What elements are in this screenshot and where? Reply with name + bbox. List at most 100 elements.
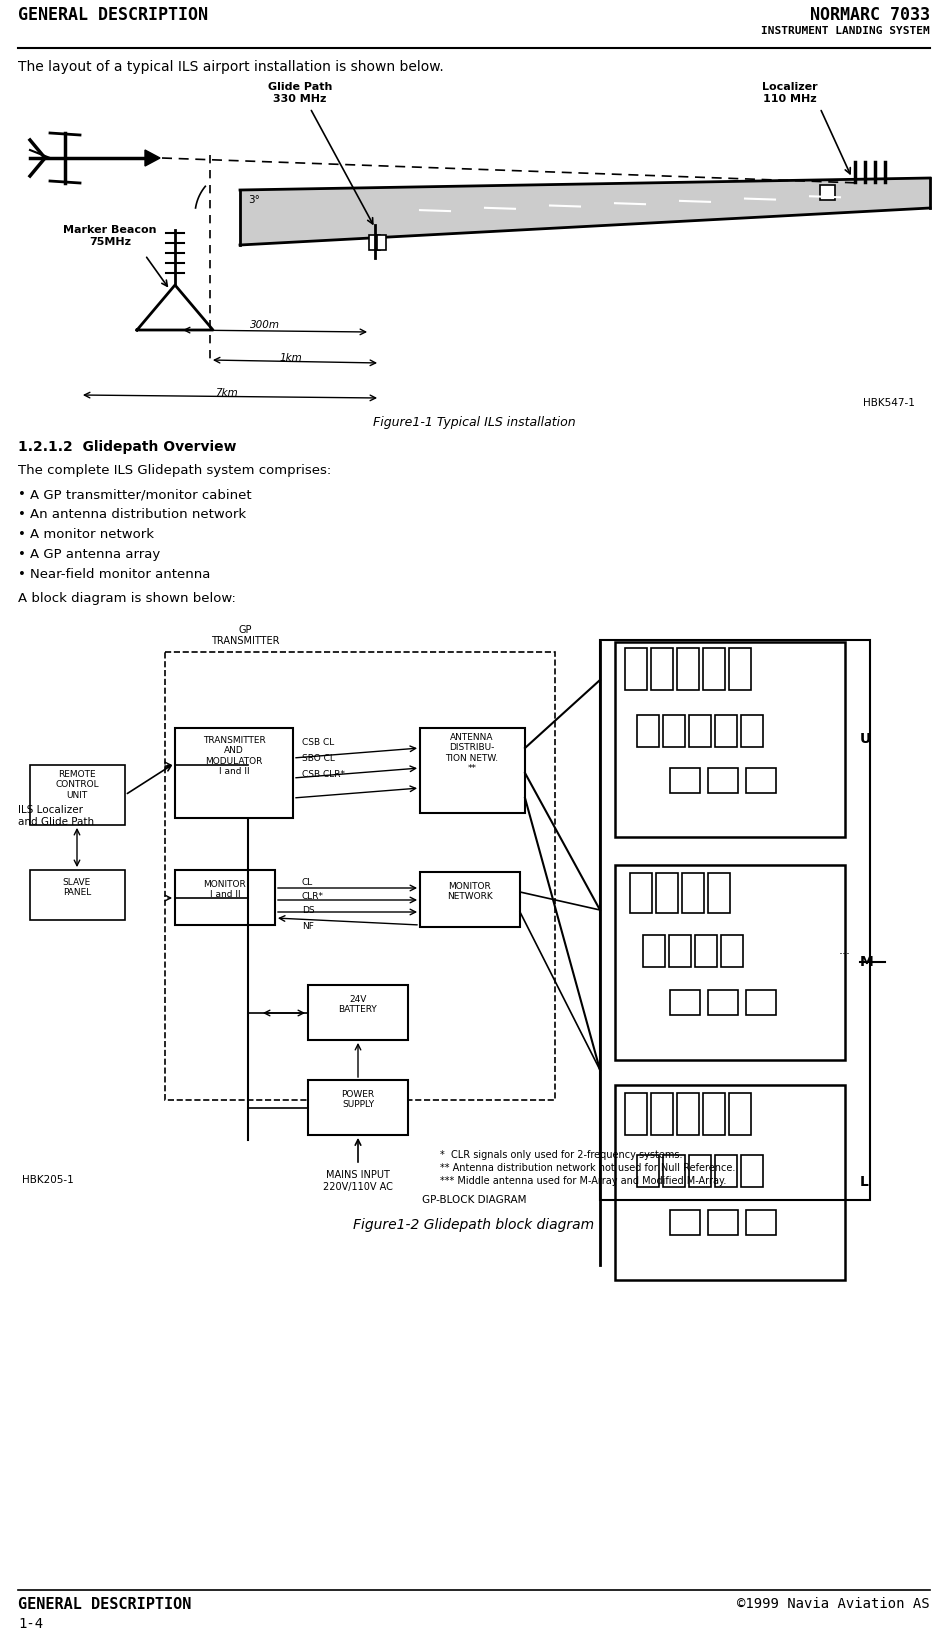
Text: 24V
BATTERY: 24V BATTERY [338,996,377,1015]
Text: ANTENNA
DISTRIBU-
TION NETW.
**: ANTENNA DISTRIBU- TION NETW. ** [446,733,499,774]
Bar [746,991,776,1015]
Text: HBK205-1: HBK205-1 [22,1175,74,1185]
Bar [677,648,699,690]
Text: Figure1-1 Typical ILS installation: Figure1-1 Typical ILS installation [373,416,575,429]
Text: ...: ... [839,943,851,956]
Text: U: U [860,733,871,746]
Bar [651,648,673,690]
Text: M: M [860,955,874,969]
Text: ** Antenna distribution network not used for Null Reference.: ** Antenna distribution network not used… [440,1164,736,1173]
Bar [420,871,520,927]
Bar [615,865,845,1061]
Text: GENERAL DESCRIPTION: GENERAL DESCRIPTION [18,1598,191,1612]
Bar [689,715,711,747]
Bar [643,935,665,968]
Bar [615,641,845,837]
Bar [369,235,380,250]
Text: The layout of a typical ILS airport installation is shown below.: The layout of a typical ILS airport inst… [18,60,444,73]
Text: •: • [18,488,26,501]
Text: TRANSMITTER: TRANSMITTER [210,636,280,646]
Bar [600,640,870,1200]
Text: CLR*: CLR* [302,893,324,901]
Bar [670,1209,700,1235]
Bar [637,715,659,747]
Text: GP-BLOCK DIAGRAM: GP-BLOCK DIAGRAM [422,1195,526,1204]
Text: SLAVE
PANEL: SLAVE PANEL [63,878,91,898]
Bar [721,935,743,968]
Text: Glide Path
330 MHz: Glide Path 330 MHz [268,82,332,103]
Text: 1.2.1.2  Glidepath Overview: 1.2.1.2 Glidepath Overview [18,441,236,454]
Bar [420,728,525,813]
Text: Localizer
110 MHz: Localizer 110 MHz [762,82,818,103]
Text: ©1999 Navia Aviation AS: ©1999 Navia Aviation AS [738,1598,930,1611]
Bar [663,715,685,747]
Text: 1-4: 1-4 [18,1617,43,1630]
Text: NORMARC 7033: NORMARC 7033 [810,7,930,24]
Text: 7km: 7km [215,388,238,398]
Text: ILS Localizer
and Glide Path: ILS Localizer and Glide Path [18,805,94,826]
Bar [708,873,730,912]
Text: CSB CL: CSB CL [302,738,335,747]
Bar [677,1093,699,1134]
Bar [625,648,647,690]
Bar [695,935,717,968]
Bar [30,765,125,826]
Text: GENERAL DESCRIPTION: GENERAL DESCRIPTION [18,7,208,24]
Bar [708,991,738,1015]
Bar [708,1209,738,1235]
Text: MONITOR
I and II: MONITOR I and II [204,880,246,899]
Text: 300m: 300m [250,320,280,330]
Bar [637,1155,659,1186]
Bar [729,1093,751,1134]
Bar [308,986,408,1040]
Text: L: L [860,1175,869,1190]
Bar [670,769,700,793]
Text: CSB CLR*: CSB CLR* [302,770,345,778]
Bar [703,1093,725,1134]
Bar [746,769,776,793]
Bar [708,769,738,793]
Text: Marker Beacon
75MHz: Marker Beacon 75MHz [64,225,156,246]
Text: •: • [18,529,26,540]
Bar [663,1155,685,1186]
Text: MONITOR
NETWORK: MONITOR NETWORK [447,881,493,901]
Text: POWER
SUPPLY: POWER SUPPLY [341,1090,374,1110]
Bar [175,870,275,925]
Text: SBO CL: SBO CL [302,754,335,764]
Bar [689,1155,711,1186]
Text: DS: DS [302,906,315,916]
Bar [741,1155,763,1186]
Text: NF: NF [302,922,314,930]
Text: The complete ILS Glidepath system comprises:: The complete ILS Glidepath system compri… [18,463,331,477]
Bar [30,870,125,920]
Bar [308,1080,408,1134]
Text: CL: CL [302,878,313,888]
Bar [729,648,751,690]
Text: •: • [18,508,26,521]
Text: A GP transmitter/monitor cabinet: A GP transmitter/monitor cabinet [30,488,251,501]
Text: Near-field monitor antenna: Near-field monitor antenna [30,568,210,581]
Polygon shape [145,150,160,166]
Text: A block diagram is shown below:: A block diagram is shown below: [18,592,236,605]
Bar [682,873,704,912]
Bar [715,1155,737,1186]
Bar [625,1093,647,1134]
Bar [175,728,293,818]
Text: MAINS INPUT
220V/110V AC: MAINS INPUT 220V/110V AC [323,1170,392,1191]
Bar [656,873,678,912]
Text: 1km: 1km [280,353,302,362]
Polygon shape [240,178,930,245]
Text: •: • [18,568,26,581]
Text: HBK547-1: HBK547-1 [863,398,915,408]
Bar [820,184,835,201]
Bar [715,715,737,747]
Text: 3°: 3° [248,194,260,206]
Text: Figure1-2 Glidepath block diagram: Figure1-2 Glidepath block diagram [354,1217,594,1232]
Bar [703,648,725,690]
Bar [746,1209,776,1235]
Text: A GP antenna array: A GP antenna array [30,548,160,561]
Text: •: • [18,548,26,561]
Text: *  CLR signals only used for 2-frequency systems.: * CLR signals only used for 2-frequency … [440,1151,683,1160]
Text: INSTRUMENT LANDING SYSTEM: INSTRUMENT LANDING SYSTEM [761,26,930,36]
Text: An antenna distribution network: An antenna distribution network [30,508,246,521]
